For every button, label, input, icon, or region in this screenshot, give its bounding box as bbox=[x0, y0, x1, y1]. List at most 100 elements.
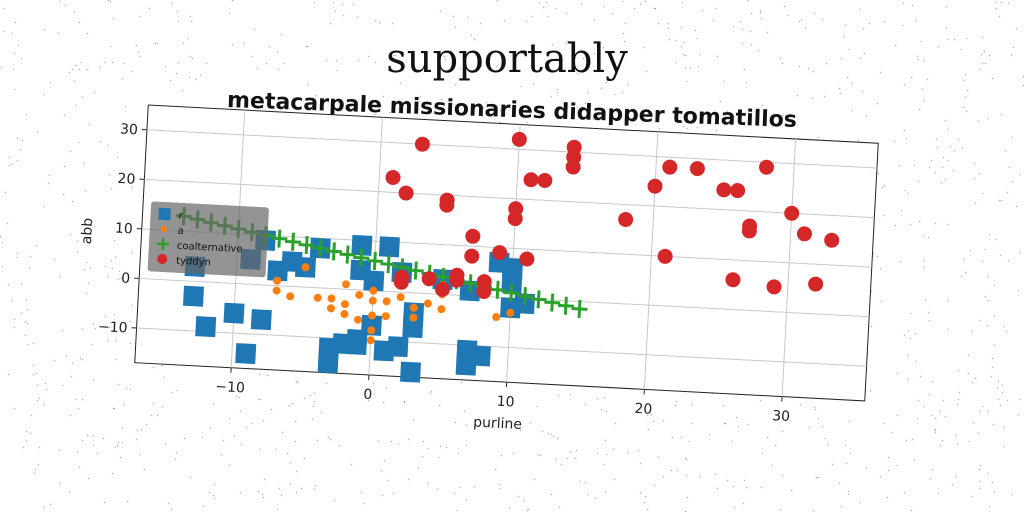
series-tyddyn bbox=[385, 131, 840, 300]
data-point bbox=[250, 309, 272, 331]
data-point bbox=[378, 236, 400, 258]
data-point bbox=[501, 272, 523, 294]
plus-v bbox=[331, 242, 336, 261]
x-tick-label: 30 bbox=[772, 408, 791, 425]
data-point bbox=[298, 235, 315, 255]
plus-v bbox=[522, 287, 527, 306]
data-point bbox=[530, 290, 547, 309]
data-point bbox=[346, 333, 368, 355]
legend-marker bbox=[158, 207, 171, 221]
plus-v bbox=[372, 251, 377, 271]
y-tick-label: 10 bbox=[114, 220, 133, 237]
data-point bbox=[618, 211, 634, 227]
data-point bbox=[286, 292, 295, 301]
data-point bbox=[327, 294, 336, 303]
x-tick-label: 10 bbox=[496, 394, 515, 411]
y-gridline bbox=[146, 129, 877, 169]
plus-v bbox=[359, 248, 364, 267]
x-gridline bbox=[506, 124, 521, 383]
data-point bbox=[407, 261, 424, 280]
data-point bbox=[369, 286, 378, 295]
plus-v bbox=[577, 299, 582, 319]
data-point bbox=[403, 302, 425, 324]
plus-v bbox=[413, 261, 418, 280]
data-point bbox=[325, 242, 343, 261]
data-point bbox=[368, 296, 377, 305]
data-point bbox=[784, 205, 800, 221]
data-point bbox=[423, 299, 432, 308]
data-point bbox=[766, 279, 782, 295]
plus-v bbox=[468, 274, 473, 293]
data-point bbox=[396, 293, 405, 302]
data-point bbox=[223, 302, 245, 324]
data-point bbox=[439, 197, 455, 213]
data-point bbox=[662, 159, 678, 175]
data-point bbox=[363, 270, 385, 292]
plot-area: −10 0 10 20 30 −10 0 10 20 30 purline abb ra coaltern… bbox=[79, 104, 879, 433]
data-point bbox=[366, 336, 375, 345]
data-point bbox=[492, 245, 508, 261]
x-tick-label: −10 bbox=[215, 379, 245, 397]
data-point bbox=[465, 228, 481, 244]
legend-marker bbox=[161, 237, 165, 251]
data-point bbox=[339, 245, 356, 264]
legend-label: tyddyn bbox=[176, 256, 211, 269]
data-point bbox=[393, 274, 409, 290]
data-point bbox=[380, 255, 397, 274]
y-tick-label: 30 bbox=[120, 121, 139, 138]
data-point bbox=[367, 326, 376, 335]
plus-v bbox=[277, 229, 282, 248]
data-point bbox=[366, 251, 383, 271]
data-point bbox=[409, 313, 418, 322]
x-tick-label: 20 bbox=[634, 401, 653, 418]
legend-marker bbox=[157, 253, 168, 264]
data-point bbox=[716, 182, 732, 198]
data-point bbox=[271, 229, 288, 248]
data-point bbox=[796, 226, 812, 242]
plus-v bbox=[509, 283, 514, 303]
data-point bbox=[537, 172, 553, 188]
legend-label: a bbox=[177, 226, 184, 237]
data-point bbox=[368, 311, 377, 320]
data-point bbox=[342, 280, 351, 289]
data-point bbox=[469, 345, 491, 367]
data-point bbox=[272, 286, 281, 295]
data-point bbox=[464, 248, 480, 264]
data-point bbox=[301, 263, 310, 272]
data-point bbox=[689, 161, 705, 177]
data-point bbox=[195, 316, 217, 338]
data-point bbox=[360, 314, 383, 336]
y-tick-label: 0 bbox=[121, 271, 131, 287]
legend-label: r bbox=[178, 211, 184, 222]
data-point bbox=[381, 312, 390, 321]
data-point bbox=[476, 284, 492, 300]
data-point bbox=[462, 274, 479, 293]
x-gridline bbox=[643, 131, 659, 390]
data-point bbox=[507, 211, 523, 227]
data-point bbox=[557, 296, 574, 315]
plus-v bbox=[563, 296, 568, 315]
data-point bbox=[385, 169, 401, 185]
y-gridline bbox=[144, 178, 875, 219]
legend-box bbox=[147, 201, 269, 278]
data-point bbox=[382, 297, 391, 306]
data-point bbox=[506, 308, 515, 317]
data-point bbox=[503, 283, 520, 303]
data-point bbox=[657, 248, 673, 264]
y-gridline bbox=[136, 327, 867, 367]
data-point bbox=[808, 276, 824, 292]
data-point bbox=[730, 183, 746, 199]
data-point bbox=[421, 271, 437, 287]
x-gridline bbox=[781, 138, 797, 397]
plus-v bbox=[291, 232, 295, 251]
data-point bbox=[824, 232, 840, 248]
page-title: supportably bbox=[386, 36, 628, 82]
y-axis-label: abb bbox=[79, 217, 96, 244]
data-point bbox=[340, 310, 349, 319]
data-point bbox=[511, 131, 527, 147]
legend-marker bbox=[160, 226, 167, 233]
data-point bbox=[759, 159, 775, 175]
data-point bbox=[742, 218, 758, 234]
data-point bbox=[387, 336, 409, 358]
